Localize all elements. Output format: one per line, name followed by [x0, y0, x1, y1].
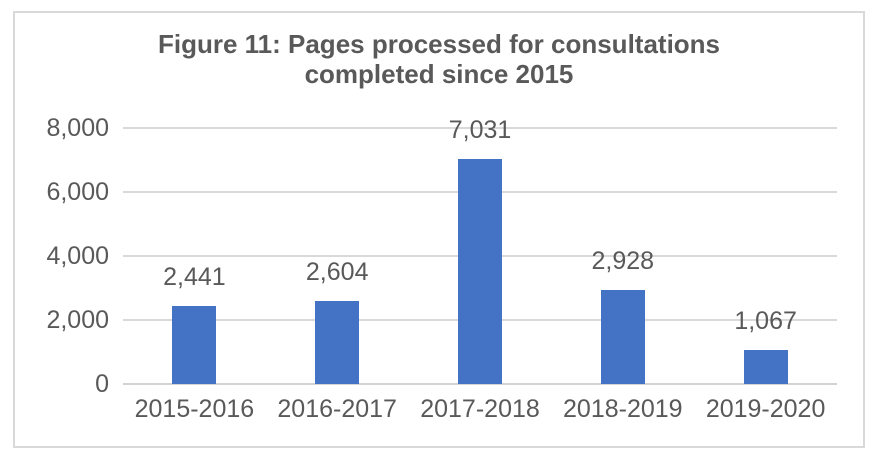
- y-tick-label: 8,000: [46, 114, 109, 142]
- x-category-label: 2017-2018: [420, 395, 540, 423]
- bar-2019-2020: [743, 349, 788, 384]
- y-axis-labels: 0 2,000 4,000 6,000 8,000: [15, 13, 109, 446]
- x-axis-labels: 2015-2016 2016-2017 2017-2018 2018-2019 2019…: [15, 13, 863, 446]
- x-category-label: 2018-2019: [563, 395, 683, 423]
- x-category-label: 2015-2016: [134, 395, 255, 423]
- x-category-label: 2019-2020: [705, 395, 826, 423]
- chart-title: Figure 11: Pages processed for consultat…: [15, 29, 863, 89]
- y-tick-label: 6,000: [46, 178, 109, 206]
- chart-title-line-1: Figure 11: Pages processed for consultat…: [157, 29, 721, 59]
- bar-2017-2018: [458, 159, 502, 384]
- plot-area: 2,441 2,604 7,031 2,928 1,067: [123, 116, 837, 385]
- bar-2016-2017: [315, 300, 360, 384]
- bar-2018-2019: [600, 290, 645, 384]
- bar-value-label: 2,441: [163, 262, 226, 291]
- bar-2015-2016: [172, 305, 217, 384]
- y-tick-label: 0: [95, 370, 109, 398]
- y-tick-label: 2,000: [46, 306, 109, 334]
- chart-title-line-2: completed since 2015: [304, 59, 574, 89]
- chart-frame: Figure 11: Pages processed for consultat…: [13, 11, 865, 448]
- y-tick-label: 4,000: [46, 242, 109, 270]
- x-axis-line: [123, 383, 837, 385]
- bar-value-label: 2,928: [591, 247, 655, 276]
- bar-value-label: 1,067: [734, 306, 797, 335]
- bar-value-label: 2,604: [305, 257, 369, 286]
- x-category-label: 2016-2017: [277, 395, 397, 423]
- gridline: [123, 127, 837, 129]
- bar-value-label: 7,031: [448, 116, 512, 145]
